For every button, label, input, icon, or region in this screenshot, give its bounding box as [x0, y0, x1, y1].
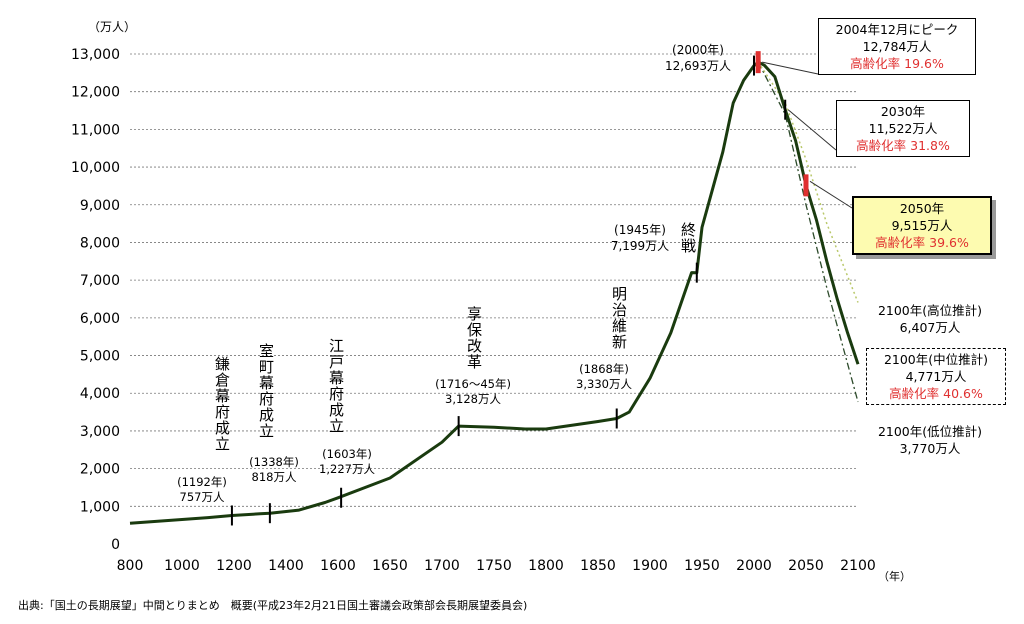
- label-1192: (1192年) 757万人: [165, 475, 239, 505]
- label-1716-pop: 3,128万人: [445, 392, 501, 406]
- x-tick-label: 1200: [216, 558, 252, 574]
- x-axis-ticks: 800 1000 1200 1400 1600 1650 1700 1750 1800 1850 1…: [117, 558, 876, 574]
- y-tick-label: 12,000: [71, 85, 120, 101]
- y-tick-label: 2,000: [80, 462, 120, 478]
- label-2000-year: (2000年): [672, 43, 724, 57]
- y-tick-label: 9,000: [80, 198, 120, 214]
- callout-mid-title: 2100年(中位推計): [883, 352, 989, 367]
- callout-peak: 2004年12月にピーク 12,784万人 高齢化率 19.6%: [818, 18, 976, 75]
- callout-2050-title: 2050年: [899, 201, 945, 216]
- x-tick-label: 1850: [580, 558, 616, 574]
- callout-peak-title: 2004年12月にピーク: [835, 22, 959, 37]
- label-1868: (1868年) 3,330万人: [566, 362, 642, 392]
- x-tick-label: 1950: [684, 558, 720, 574]
- leader-2030: [787, 109, 837, 151]
- series-line-low: [757, 61, 859, 403]
- y-tick-label: 4,000: [80, 386, 120, 402]
- x-tick-label: 2000: [736, 558, 772, 574]
- callout-2030-aging: 高齢化率 31.8%: [856, 138, 950, 153]
- x-tick-label: 1700: [424, 558, 460, 574]
- label-1603: (1603年) 1,227万人: [305, 447, 389, 477]
- label-1338-pop: 818万人: [251, 470, 297, 484]
- label-1945-year: (1945年): [614, 223, 666, 237]
- label-1192-year: (1192年): [177, 475, 227, 489]
- label-2000-pop: 12,693万人: [665, 59, 731, 73]
- series-line-main: [129, 60, 860, 525]
- label-1192-pop: 757万人: [179, 490, 225, 504]
- event-edo: 江戸幕府成立: [327, 338, 345, 434]
- label-1716: (1716～45年) 3,128万人: [425, 377, 521, 407]
- event-muromachi: 室町幕府成立: [257, 343, 275, 439]
- event-shusen: 終戦: [679, 222, 697, 254]
- y-tick-label: 6,000: [80, 311, 120, 327]
- label-1603-year: (1603年): [322, 447, 372, 461]
- callout-high-title: 2100年(高位推計): [877, 303, 983, 318]
- callout-2100-low: 2100年(低位推計) 3,770万人: [866, 423, 994, 457]
- x-tick-label: 1800: [528, 558, 564, 574]
- callout-2030-pop: 11,522万人: [868, 121, 938, 136]
- series-lines: [129, 60, 860, 525]
- callout-high-pop: 6,407万人: [899, 320, 961, 335]
- gridlines: [130, 53, 858, 507]
- x-tick-label: 1400: [268, 558, 304, 574]
- source-note: 出典:「国土の長期展望」中間とりまとめ 概要(平成23年2月21日国土審議会政策…: [18, 599, 528, 612]
- label-1338-year: (1338年): [249, 455, 299, 469]
- event-kamakura: 鎌倉幕府成立: [213, 356, 231, 452]
- callout-2030-title: 2030年: [880, 104, 926, 119]
- y-tick-label: 13,000: [71, 47, 120, 63]
- label-1868-year: (1868年): [579, 362, 629, 376]
- y-tick-label: 1,000: [80, 499, 120, 515]
- x-tick-label: 1650: [372, 558, 408, 574]
- y-tick-label: 5,000: [80, 349, 120, 365]
- callout-low-title: 2100年(低位推計): [877, 424, 983, 439]
- y-tick-label: 11,000: [71, 122, 120, 138]
- callout-mid-pop: 4,771万人: [905, 369, 967, 384]
- callout-low-pop: 3,770万人: [899, 441, 961, 456]
- label-1338: (1338年) 818万人: [237, 455, 311, 485]
- callout-mid-aging: 高齢化率 40.6%: [889, 386, 983, 401]
- x-tick-label: 1000: [164, 558, 200, 574]
- label-1945-pop: 7,199万人: [610, 239, 670, 253]
- callout-2100-mid: 2100年(中位推計) 4,771万人 高齢化率 40.6%: [866, 348, 1006, 405]
- y-axis-ticks: 0 1,000 2,000 3,000 4,000 5,000 6,000 7,000 8,00…: [71, 47, 120, 553]
- y-unit-label: （万人）: [88, 20, 137, 34]
- callout-2030: 2030年 11,522万人 高齢化率 31.8%: [836, 100, 970, 157]
- y-tick-label: 8,000: [80, 235, 120, 251]
- x-tick-label: 1900: [632, 558, 668, 574]
- x-tick-label: 800: [117, 558, 144, 574]
- y-tick-label: 7,000: [80, 273, 120, 289]
- callout-2050-aging: 高齢化率 39.6%: [875, 235, 969, 250]
- callout-2100-high: 2100年(高位推計) 6,407万人: [866, 302, 994, 336]
- leader-peak: [762, 61, 819, 75]
- callout-peak-aging: 高齢化率 19.6%: [850, 56, 944, 71]
- leader-2050: [809, 180, 853, 209]
- y-tick-label: 0: [111, 537, 120, 553]
- x-unit-label: （年）: [878, 570, 911, 583]
- label-1945: (1945年) 7,199万人: [602, 222, 678, 254]
- event-kyoho: 享保改革: [465, 306, 483, 370]
- label-1868-pop: 3,330万人: [576, 377, 632, 391]
- label-2000: (2000年) 12,693万人: [654, 42, 742, 74]
- y-tick-label: 10,000: [71, 160, 120, 176]
- callout-leaders: [762, 61, 853, 209]
- y-tick-label: 3,000: [80, 424, 120, 440]
- event-meiji: 明治維新: [610, 286, 628, 350]
- label-1716-year: (1716～45年): [435, 377, 511, 391]
- x-tick-label: 1750: [476, 558, 512, 574]
- event-markers: [230, 51, 809, 526]
- x-tick-label: 2100: [840, 558, 876, 574]
- x-tick-label: 2050: [788, 558, 824, 574]
- x-tick-label: 1600: [320, 558, 356, 574]
- callout-peak-pop: 12,784万人: [862, 39, 932, 54]
- callout-2050: 2050年 9,515万人 高齢化率 39.6%: [852, 196, 992, 255]
- label-1603-pop: 1,227万人: [319, 462, 375, 476]
- callout-2050-pop: 9,515万人: [891, 218, 953, 233]
